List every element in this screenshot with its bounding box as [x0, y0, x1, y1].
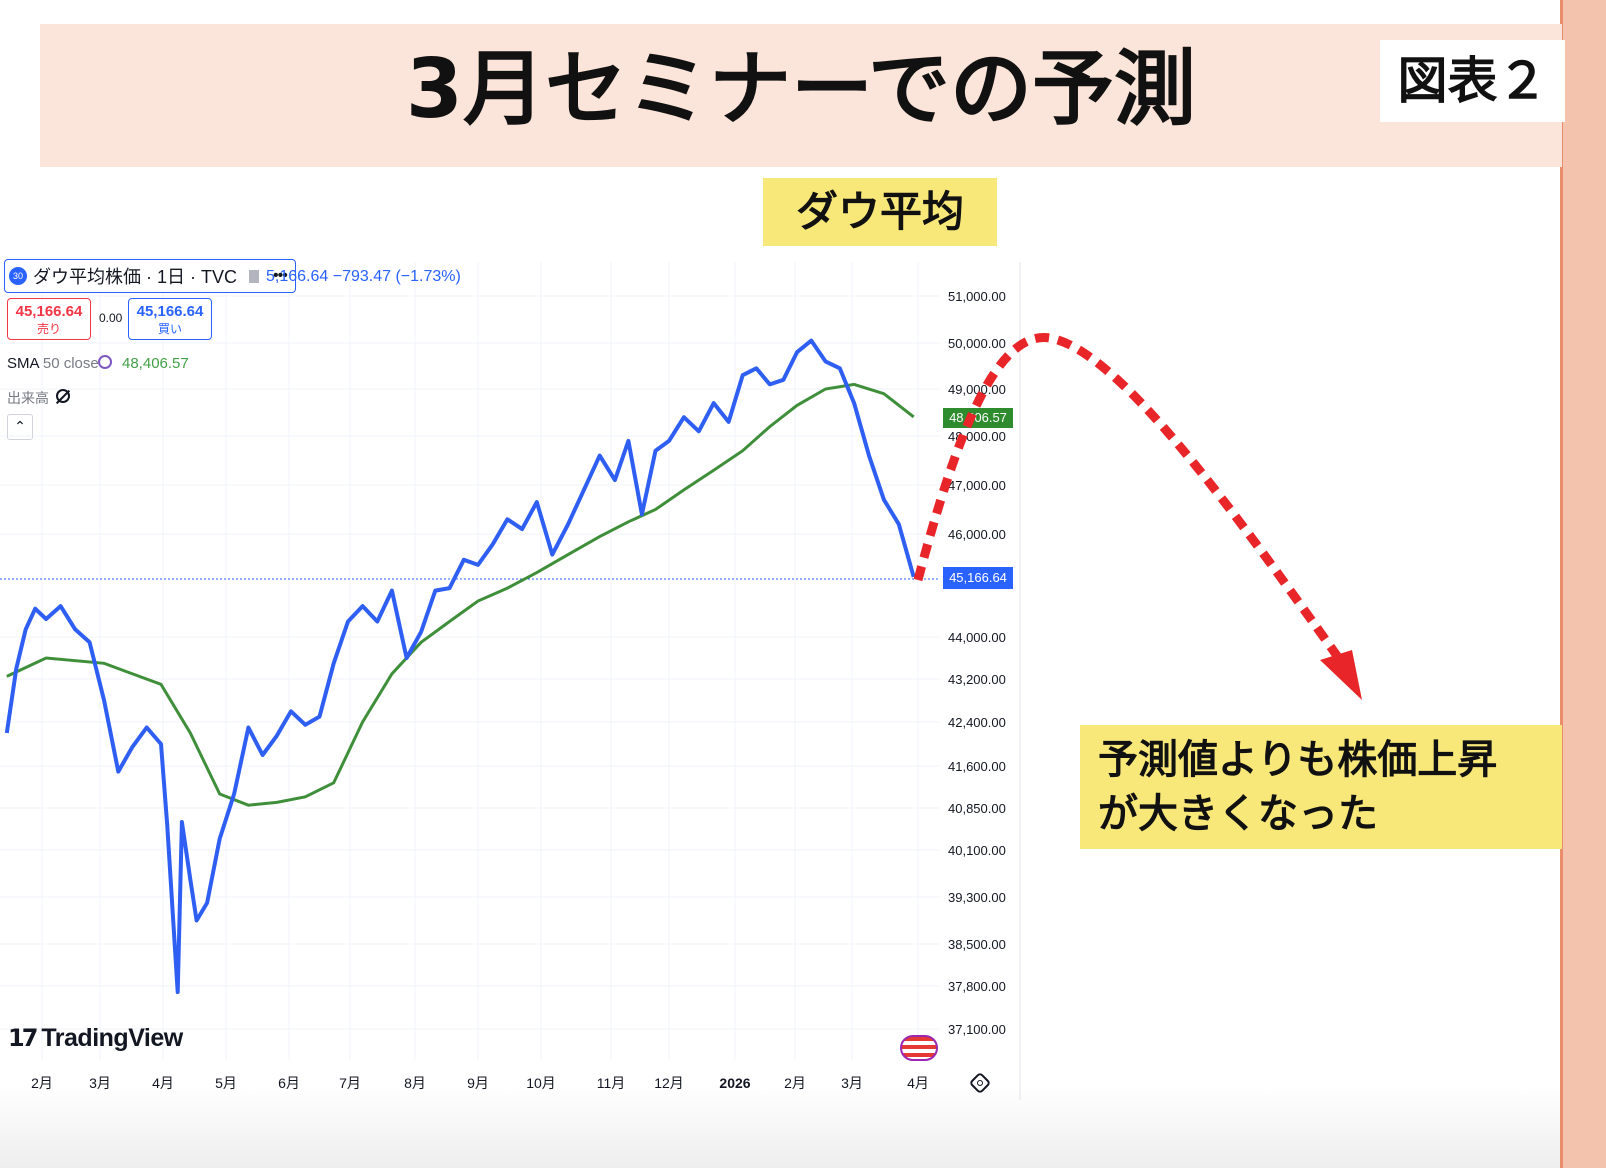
y-axis: 51,000.0050,000.0049,000.0048,000.0047,0…: [948, 289, 1006, 1037]
bottom-fade: [0, 1085, 1560, 1168]
tradingview-logo[interactable]: 𝟭𝟳 TradingView: [8, 1024, 183, 1053]
y-tick-label: 38,500.00: [948, 937, 1006, 952]
right-decor-stripe: [1560, 0, 1606, 1168]
sma-params: 50 close: [42, 355, 99, 372]
sma-name: SMA: [7, 355, 39, 372]
y-tick-label: 44,000.00: [948, 630, 1006, 645]
y-tick-label: 37,800.00: [948, 979, 1006, 994]
sell-button[interactable]: 45,166.64 売り: [7, 298, 91, 340]
volume-label[interactable]: 出来高: [7, 390, 49, 406]
y-tick-label: 50,000.00: [948, 336, 1006, 351]
y-tick-label: 51,000.00: [948, 289, 1006, 304]
flag-icon[interactable]: [249, 269, 260, 283]
x-tick-label: 2月: [31, 1075, 53, 1091]
forecast-arrow: [913, 333, 1362, 700]
tradingview-logo-icon: 𝟭𝟳: [8, 1025, 38, 1052]
buy-button[interactable]: 45,166.64 買い: [128, 298, 212, 340]
y-tick-label: 42,400.00: [948, 715, 1006, 730]
buy-label: 買い: [157, 322, 182, 336]
x-tick-label: 4月: [152, 1075, 174, 1091]
symbol-badge-icon: 30: [9, 267, 27, 285]
callout-line-1: 予測値よりも株価上昇: [1098, 737, 1498, 783]
sma-indicator-label[interactable]: SMA 50 close: [7, 355, 99, 372]
x-tick-label: 6月: [278, 1075, 300, 1091]
tradingview-name: TradingView: [41, 1024, 183, 1052]
us-flag-icon[interactable]: [900, 1035, 938, 1061]
eye-off-icon[interactable]: [56, 389, 70, 403]
x-tick-label: 8月: [404, 1075, 426, 1091]
price-change: 5,166.64 −793.47 (−1.73%): [266, 268, 461, 285]
sell-price: 45,166.64: [15, 303, 83, 320]
x-axis: 2月 3月 4月 5月 6月 7月 8月 9月 10月 11月 12月 2026 2月 3月 4月: [31, 1075, 929, 1091]
sma-price-label: 48,406.57: [949, 410, 1007, 425]
sma-price-badge: 48,406.57: [943, 408, 1013, 428]
x-tick-label: 7月: [339, 1075, 361, 1091]
y-tick-label: 43,200.00: [948, 672, 1006, 687]
x-tick-label: 5月: [215, 1075, 237, 1091]
x-tick-label: 11月: [597, 1075, 626, 1091]
x-tick-label: 10月: [526, 1075, 556, 1091]
x-tick-label: 2月: [784, 1075, 806, 1091]
spread-value: 0.00: [99, 311, 123, 325]
title-band: [40, 24, 1562, 167]
x-tick-label: 9月: [467, 1075, 489, 1091]
page-title: 3月セミナーでの予測: [405, 42, 1197, 137]
x-tick-label: 2026: [719, 1075, 750, 1091]
dow-price-line: [4, 338, 916, 995]
symbol-name: ダウ平均株価 · 1日 · TVC: [33, 267, 238, 287]
callout-box: 予測値よりも株価上昇 が大きくなった: [1080, 725, 1562, 849]
y-tick-label: 40,850.00: [948, 801, 1006, 816]
y-tick-label: 37,100.00: [948, 1022, 1006, 1037]
last-price-label: 45,166.64: [949, 570, 1007, 585]
y-tick-label: 46,000.00: [948, 527, 1006, 542]
sma-settings-icon[interactable]: [98, 355, 112, 369]
y-tick-label: 40,100.00: [948, 843, 1006, 858]
y-tick-label: 39,300.00: [948, 890, 1006, 905]
x-tick-label: 3月: [841, 1075, 863, 1091]
figure-label: 図表２: [1380, 40, 1565, 122]
callout-line-2: が大きくなった: [1098, 791, 1378, 837]
sma-50-line: [6, 382, 915, 807]
x-tick-label: 12月: [654, 1075, 684, 1091]
sell-label: 売り: [36, 322, 61, 336]
x-tick-label: 4月: [907, 1075, 929, 1091]
y-tick-label: 47,000.00: [948, 478, 1006, 493]
buy-price: 45,166.64: [136, 303, 204, 320]
more-icon[interactable]: •••: [273, 267, 288, 284]
y-tick-label: 41,600.00: [948, 759, 1006, 774]
collapse-button[interactable]: ⌃: [7, 414, 33, 440]
chart-subtitle: ダウ平均: [763, 178, 997, 246]
last-price-badge: 45,166.64: [943, 567, 1013, 589]
sma-value: 48,406.57: [122, 355, 189, 372]
symbol-legend[interactable]: 30 ダウ平均株価 · 1日 · TVC •••: [4, 259, 296, 293]
x-tick-label: 3月: [89, 1075, 111, 1091]
forecast-arrowhead: [1320, 650, 1362, 700]
